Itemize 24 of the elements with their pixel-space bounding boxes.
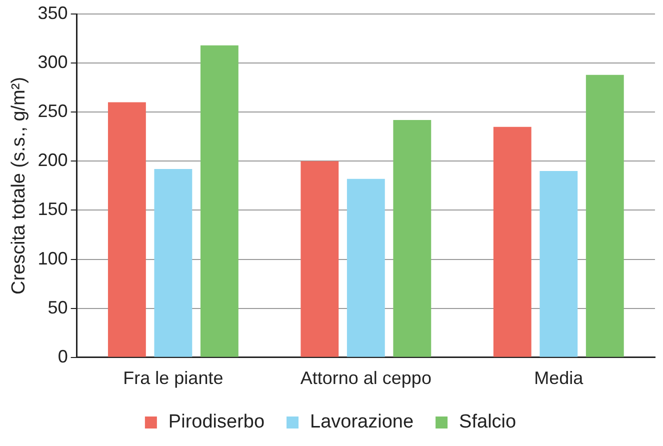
legend-label: Lavorazione: [310, 412, 414, 433]
y-tick-label: 50: [48, 297, 68, 318]
y-tick-label: 200: [38, 150, 68, 170]
bar: [586, 74, 624, 357]
bar: [346, 178, 385, 357]
bar: [200, 45, 238, 357]
y-axis-title: Crescita totale (s.s., g/m²): [8, 76, 30, 294]
y-tick-label: 300: [38, 52, 68, 72]
x-tick-label: Attorno al ceppo: [300, 368, 432, 388]
bar: [300, 161, 339, 357]
bar: [154, 169, 192, 357]
bar: [493, 126, 532, 357]
y-tick-label: 350: [38, 2, 68, 23]
y-tick-label: 100: [38, 248, 68, 268]
y-tick-label: 150: [38, 199, 68, 220]
legend-label: Pirodiserbo: [168, 412, 265, 433]
bar: [108, 102, 146, 357]
y-tick-label: 250: [38, 101, 68, 122]
x-tick-label: Fra le piante: [123, 368, 224, 388]
bar: [393, 120, 432, 357]
y-tick-label: 0: [58, 346, 68, 366]
legend-label: Sfalcio: [459, 412, 516, 433]
x-tick-label: Media: [534, 368, 584, 388]
bar: [540, 170, 578, 357]
